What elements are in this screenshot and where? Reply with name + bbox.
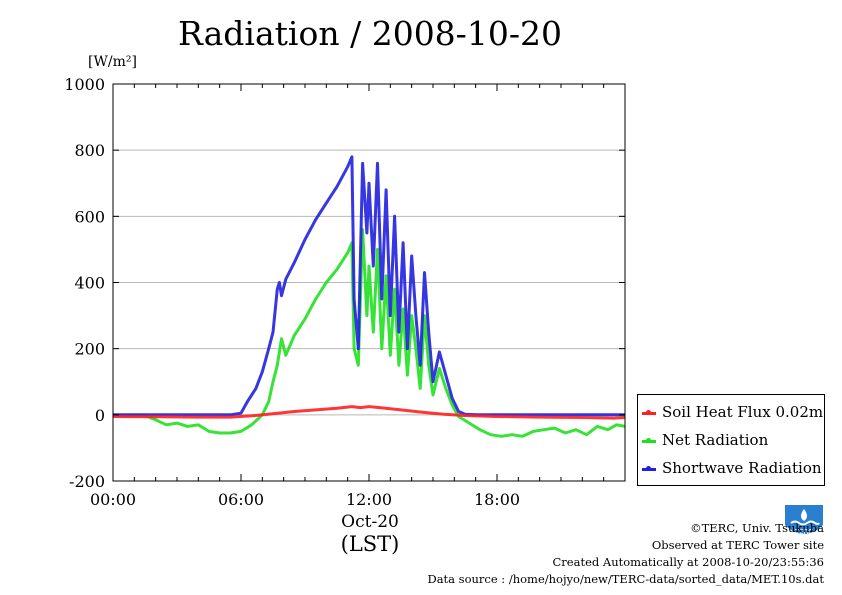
date-label: Oct-20 [341,512,399,532]
series-line-shortwave-radiation [113,155,625,417]
x-tick-label: 12:00 [346,490,392,509]
legend-swatch-shortwave-radiation [642,465,656,471]
legend-item-net-radiation: Net Radiation [642,431,768,449]
x-tick-label: 18:00 [474,490,520,509]
terc-logo-icon: TERC [785,505,823,536]
series-layer [112,155,626,438]
credit-source: Data source : /home/hojyo/new/TERC-data/… [427,572,824,586]
logo-text: TERC [794,528,813,536]
y-tick-label: 200 [74,340,105,359]
series-line-soil-heat-flux-0-02m [112,405,626,420]
y-axis-unit: [W/m²] [88,54,137,70]
y-tick-label: 400 [74,274,105,293]
credit-copyright: ©TERC, Univ. Tsukuba [690,521,824,535]
y-tick-label: 0 [95,406,105,425]
legend-item-soil-heat-flux: Soil Heat Flux 0.02m [642,403,823,421]
x-tick-label: 00:00 [90,490,136,509]
legend-label-net-radiation: Net Radiation [662,431,769,449]
y-tick-label: 800 [74,141,105,160]
legend-label-soil-heat-flux: Soil Heat Flux 0.02m [662,403,824,421]
credit-observed: Observed at TERC Tower site [651,538,824,552]
series-line-net-radiation [113,228,626,438]
x-ticks: 00:00 06:00 12:00 18:00 [90,84,626,509]
legend-label-shortwave-radiation: Shortwave Radiation [662,459,822,477]
y-ticks: -200 0 200 400 600 800 1000 [64,75,625,491]
y-tick-label: -200 [69,472,105,491]
y-tick-label: 600 [74,207,105,226]
timezone-label: (LST) [340,532,400,556]
legend: Soil Heat Flux 0.02m Net Radiation Short… [637,394,825,486]
credit-created: Created Automatically at 2008-10-20/23:5… [552,555,825,569]
chart-title: Radiation / 2008-10-20 [178,14,562,53]
legend-item-shortwave-radiation: Shortwave Radiation [642,459,822,477]
y-tick-label: 1000 [64,75,105,94]
legend-swatch-soil-heat-flux [642,409,656,415]
legend-swatch-net-radiation [642,437,656,443]
x-tick-label: 06:00 [218,490,264,509]
